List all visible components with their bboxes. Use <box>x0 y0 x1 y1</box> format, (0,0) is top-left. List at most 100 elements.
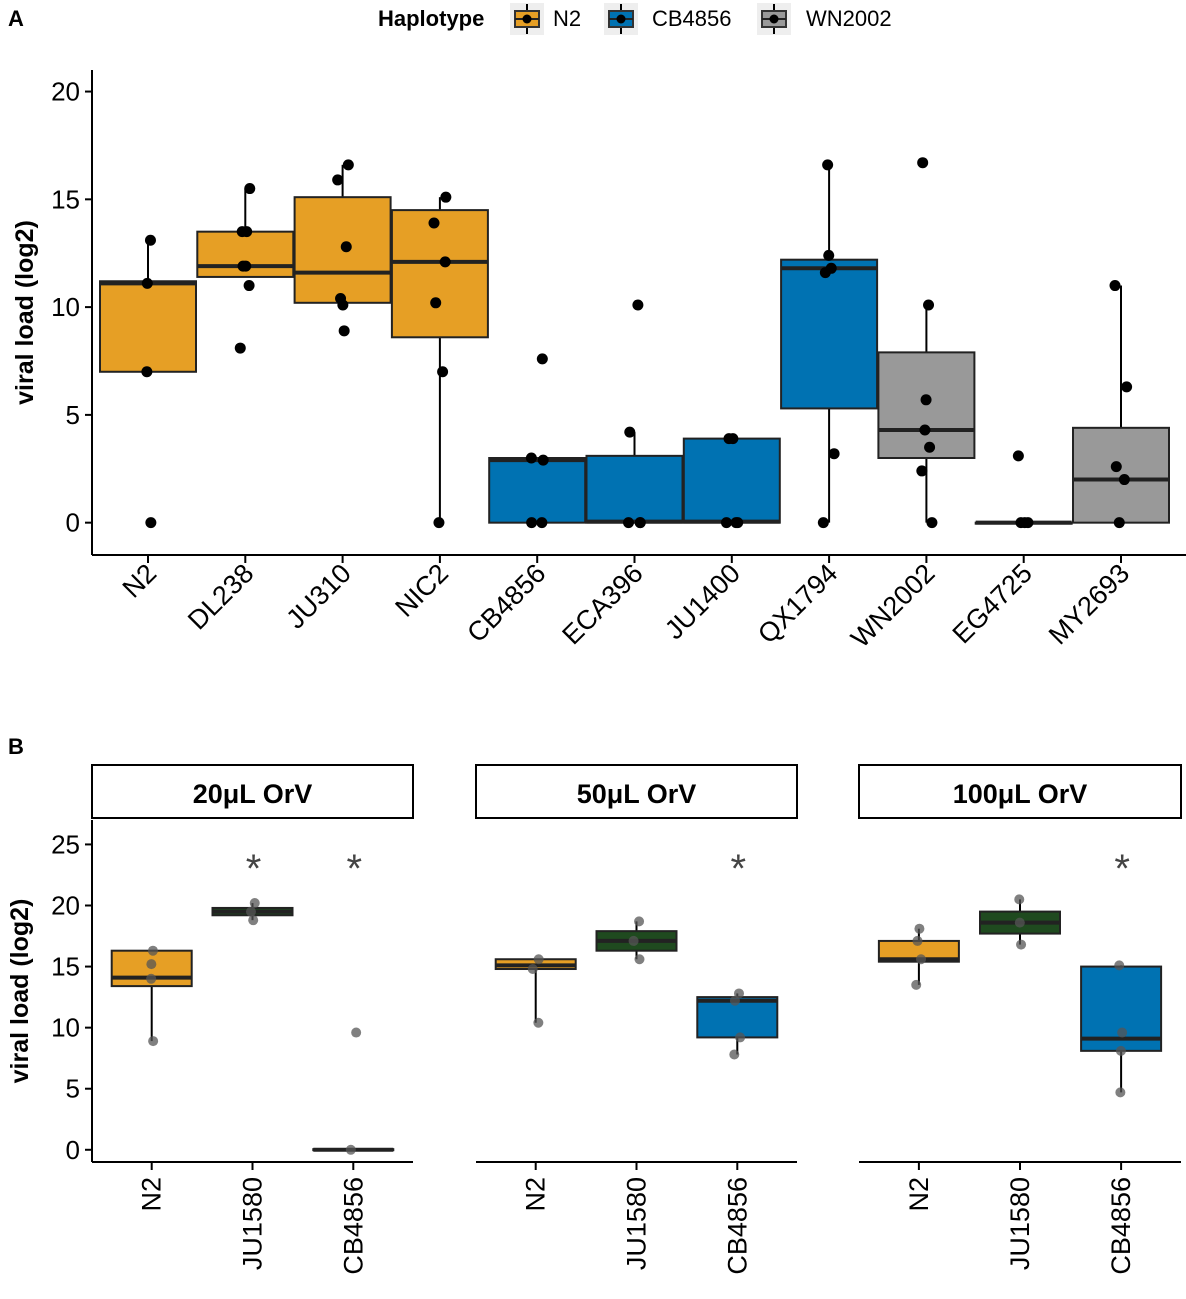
point-QX1794 <box>823 249 835 261</box>
box-N2 <box>99 280 197 373</box>
y-tick-label: 20 <box>51 77 80 107</box>
point-JU310 <box>338 325 350 337</box>
point-N2 <box>141 366 153 378</box>
x-tick-label-JU1580: JU1580 <box>622 1177 652 1270</box>
point-CB4856 <box>537 454 549 466</box>
point-DL238 <box>243 280 255 292</box>
box-ECA396 <box>585 454 684 524</box>
point-N2 <box>148 1036 159 1047</box>
point-N2 <box>146 959 157 970</box>
point-QX1794 <box>819 267 831 279</box>
x-tick-label-JU1400: JU1400 <box>659 558 746 645</box>
point-JU310 <box>332 174 344 186</box>
y-tick-label: 15 <box>51 184 80 214</box>
y-tick-label: 0 <box>66 1135 80 1165</box>
x-tick-label-CB4856: CB4856 <box>722 1177 752 1275</box>
x-tick-label-QX1794: QX1794 <box>752 558 843 649</box>
point-CB4856 <box>345 1144 356 1155</box>
point-CB4856 <box>1114 960 1125 971</box>
y-tick-label: 10 <box>51 292 80 322</box>
point-NIC2 <box>437 366 449 378</box>
point-NIC2 <box>433 517 445 529</box>
point-JU1580 <box>249 898 260 909</box>
point-N2 <box>533 1017 544 1028</box>
point-CB4856 <box>729 995 740 1006</box>
point-JU1400 <box>720 517 732 529</box>
point-DL238 <box>241 226 253 238</box>
point-DL238 <box>244 183 256 195</box>
point-WN2002 <box>923 299 935 311</box>
panel-b-label: B <box>8 734 24 759</box>
facet-title: 20μL OrV <box>193 779 313 809</box>
y-tick-label: 10 <box>51 1013 80 1043</box>
facet-strip <box>475 764 798 819</box>
point-WN2002 <box>926 517 938 529</box>
point-WN2002 <box>917 157 929 169</box>
point-CB4856 <box>525 452 537 464</box>
y-axis-title: viral load (log2) <box>11 220 39 405</box>
point-WN2002 <box>919 424 931 436</box>
point-DL238 <box>234 342 246 354</box>
point-JU1580 <box>1016 939 1027 950</box>
point-MY2693 <box>1109 280 1121 292</box>
significance-marker: * <box>347 847 363 891</box>
x-tick-label-N2: N2 <box>117 558 163 604</box>
point-CB4856 <box>536 517 548 529</box>
point-DL238 <box>237 260 249 272</box>
box-NIC2 <box>390 209 489 339</box>
box-JU1400 <box>682 437 781 524</box>
x-tick-label-EG4725: EG4725 <box>947 558 1038 649</box>
point-MY2693 <box>1121 381 1133 393</box>
x-tick-label-CB4856: CB4856 <box>338 1177 368 1275</box>
x-tick-label-JU310: JU310 <box>280 558 356 634</box>
x-tick-label-ECA396: ECA396 <box>556 558 648 650</box>
box-CB4856 <box>488 457 587 524</box>
facet-2: 50μL OrV N2 JU1580 * CB4856 <box>475 764 798 1275</box>
point-JU1580 <box>248 915 259 926</box>
legend: Haplotype N2 CB4856 WN2002 <box>378 3 892 35</box>
point-NIC2 <box>439 256 451 268</box>
box-QX1794 <box>780 258 879 410</box>
point-CB4856 <box>526 517 538 529</box>
point-ECA396 <box>624 426 636 438</box>
point-JU310 <box>340 241 352 253</box>
point-JU310 <box>337 299 349 311</box>
point-ECA396 <box>623 517 635 529</box>
y-tick-label: 25 <box>51 829 80 859</box>
point-WN2002 <box>924 441 936 453</box>
point-JU1580 <box>1014 894 1025 905</box>
point-CB4856 <box>729 1049 740 1060</box>
point-QX1794 <box>828 448 840 460</box>
y-axis-title: viral load (log2) <box>6 899 34 1084</box>
significance-marker: * <box>1114 847 1130 891</box>
point-CB4856 <box>733 988 744 999</box>
point-N2 <box>147 945 158 956</box>
facet-1: 20μL OrV 0 5 10 15 20 25 viral load (log2) N2 * JU… <box>6 764 414 1275</box>
point-N2 <box>533 954 544 965</box>
significance-marker: * <box>731 847 747 891</box>
point-JU1580 <box>245 906 256 917</box>
point-EG4725 <box>1019 517 1031 529</box>
x-tick-label-MY2693: MY2693 <box>1043 558 1135 650</box>
facet-strip <box>91 764 414 819</box>
x-tick-label-JU1580: JU1580 <box>1005 1177 1035 1270</box>
facet-title: 50μL OrV <box>577 779 697 809</box>
point-WN2002 <box>916 465 928 477</box>
x-tick-label-JU1580: JU1580 <box>238 1177 268 1270</box>
point-JU1580 <box>628 935 639 946</box>
point-MY2693 <box>1113 517 1125 529</box>
y-tick-label: 5 <box>66 400 80 430</box>
facet-strip <box>858 764 1182 819</box>
point-CB4856 <box>1115 1087 1126 1098</box>
point-ECA396 <box>634 517 646 529</box>
x-tick-label-DL238: DL238 <box>182 558 259 635</box>
point-NIC2 <box>428 217 440 229</box>
x-tick-label-NIC2: NIC2 <box>389 558 454 623</box>
x-tick-label-WN2002: WN2002 <box>845 558 940 653</box>
point-CB4856 <box>1115 1045 1126 1056</box>
point-N2 <box>911 979 922 990</box>
point-QX1794 <box>817 517 829 529</box>
panel-a-label: A <box>8 6 24 31</box>
point-JU310 <box>342 159 354 171</box>
